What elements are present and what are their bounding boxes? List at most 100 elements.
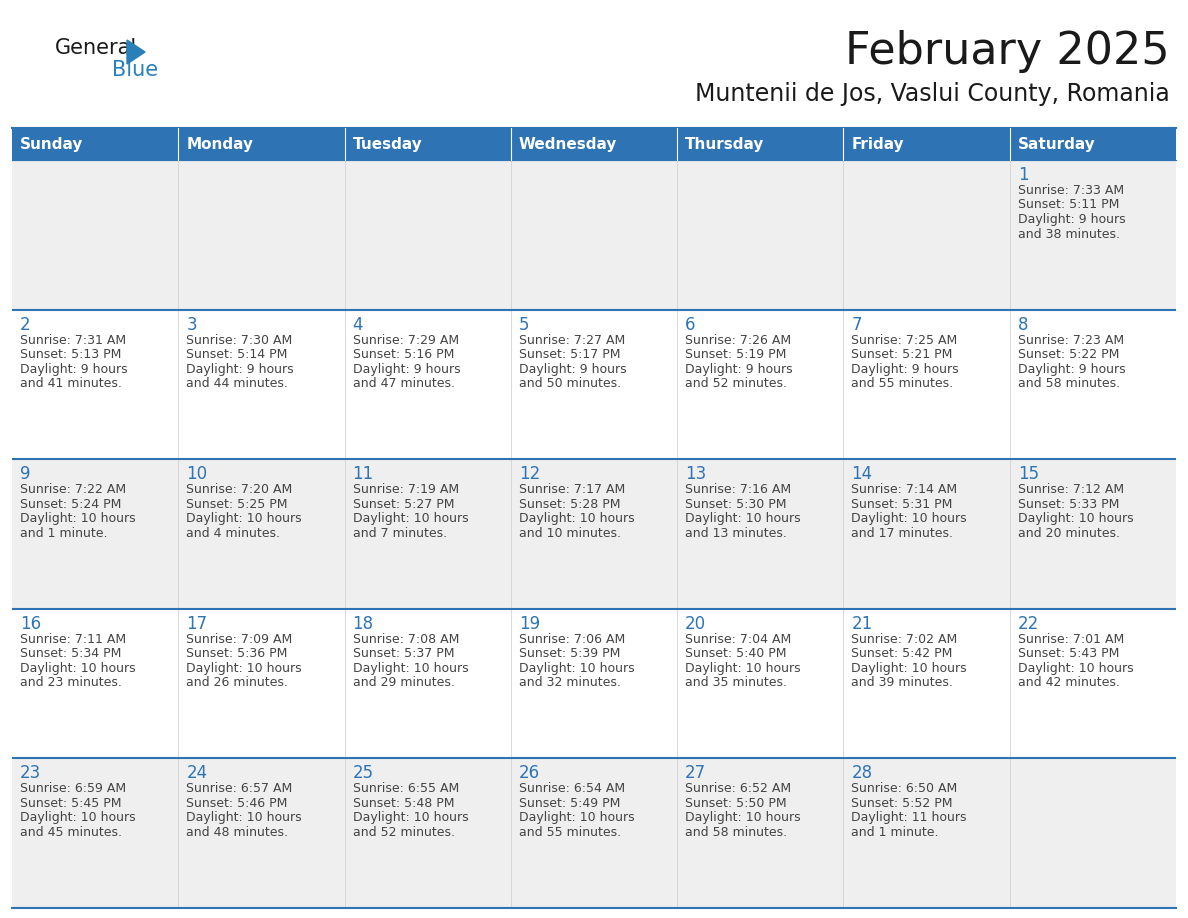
Text: 18: 18 xyxy=(353,615,374,633)
Text: and 4 minutes.: and 4 minutes. xyxy=(187,527,280,540)
Text: Daylight: 10 hours: Daylight: 10 hours xyxy=(353,812,468,824)
Text: and 1 minute.: and 1 minute. xyxy=(852,826,939,839)
Text: Sunset: 5:46 PM: Sunset: 5:46 PM xyxy=(187,797,287,810)
Text: Sunrise: 6:59 AM: Sunrise: 6:59 AM xyxy=(20,782,126,795)
Text: Saturday: Saturday xyxy=(1018,137,1095,151)
Text: 25: 25 xyxy=(353,765,374,782)
Text: Daylight: 10 hours: Daylight: 10 hours xyxy=(187,662,302,675)
Text: Sunset: 5:48 PM: Sunset: 5:48 PM xyxy=(353,797,454,810)
Bar xyxy=(12,160,178,309)
Text: Daylight: 9 hours: Daylight: 9 hours xyxy=(20,363,127,375)
Text: Daylight: 9 hours: Daylight: 9 hours xyxy=(1018,213,1125,226)
Text: Monday: Monday xyxy=(187,137,253,151)
Bar xyxy=(178,309,345,459)
Text: and 10 minutes.: and 10 minutes. xyxy=(519,527,621,540)
Text: and 29 minutes.: and 29 minutes. xyxy=(353,677,455,689)
Text: Daylight: 10 hours: Daylight: 10 hours xyxy=(1018,662,1133,675)
Bar xyxy=(345,459,511,609)
Bar xyxy=(1010,459,1176,609)
Text: 4: 4 xyxy=(353,316,364,333)
Text: and 45 minutes.: and 45 minutes. xyxy=(20,826,122,839)
Text: and 58 minutes.: and 58 minutes. xyxy=(685,826,788,839)
Text: and 41 minutes.: and 41 minutes. xyxy=(20,377,122,390)
Text: Sunset: 5:33 PM: Sunset: 5:33 PM xyxy=(1018,498,1119,510)
Text: Sunset: 5:50 PM: Sunset: 5:50 PM xyxy=(685,797,786,810)
Text: Sunset: 5:42 PM: Sunset: 5:42 PM xyxy=(852,647,953,660)
Text: and 39 minutes.: and 39 minutes. xyxy=(852,677,953,689)
Bar xyxy=(1010,609,1176,758)
Text: 8: 8 xyxy=(1018,316,1029,333)
Text: and 20 minutes.: and 20 minutes. xyxy=(1018,527,1120,540)
Bar xyxy=(345,609,511,758)
Text: Sunrise: 7:04 AM: Sunrise: 7:04 AM xyxy=(685,633,791,645)
Bar xyxy=(1010,160,1176,309)
Text: and 7 minutes.: and 7 minutes. xyxy=(353,527,447,540)
Bar xyxy=(677,758,843,908)
Text: Sunrise: 7:06 AM: Sunrise: 7:06 AM xyxy=(519,633,625,645)
Text: 24: 24 xyxy=(187,765,208,782)
Text: Sunset: 5:24 PM: Sunset: 5:24 PM xyxy=(20,498,121,510)
Text: Sunset: 5:21 PM: Sunset: 5:21 PM xyxy=(852,348,953,361)
Text: and 38 minutes.: and 38 minutes. xyxy=(1018,228,1120,241)
Text: Sunset: 5:36 PM: Sunset: 5:36 PM xyxy=(187,647,287,660)
Text: Daylight: 10 hours: Daylight: 10 hours xyxy=(20,512,135,525)
Text: Daylight: 11 hours: Daylight: 11 hours xyxy=(852,812,967,824)
Text: and 55 minutes.: and 55 minutes. xyxy=(852,377,954,390)
Text: Sunrise: 7:33 AM: Sunrise: 7:33 AM xyxy=(1018,184,1124,197)
Text: and 13 minutes.: and 13 minutes. xyxy=(685,527,786,540)
Text: 9: 9 xyxy=(20,465,31,483)
Bar xyxy=(677,160,843,309)
Bar xyxy=(511,160,677,309)
Text: Sunrise: 6:57 AM: Sunrise: 6:57 AM xyxy=(187,782,292,795)
Text: Daylight: 10 hours: Daylight: 10 hours xyxy=(685,662,801,675)
Text: Sunrise: 7:17 AM: Sunrise: 7:17 AM xyxy=(519,483,625,497)
Text: Daylight: 9 hours: Daylight: 9 hours xyxy=(519,363,626,375)
Bar xyxy=(178,459,345,609)
Text: Sunrise: 7:31 AM: Sunrise: 7:31 AM xyxy=(20,333,126,347)
Bar xyxy=(12,758,178,908)
Bar xyxy=(677,459,843,609)
Text: Daylight: 9 hours: Daylight: 9 hours xyxy=(1018,363,1125,375)
Bar xyxy=(345,758,511,908)
Bar xyxy=(843,758,1010,908)
Text: Sunrise: 7:30 AM: Sunrise: 7:30 AM xyxy=(187,333,292,347)
Text: and 47 minutes.: and 47 minutes. xyxy=(353,377,455,390)
Text: Daylight: 10 hours: Daylight: 10 hours xyxy=(852,662,967,675)
Text: 2: 2 xyxy=(20,316,31,333)
Text: Sunset: 5:27 PM: Sunset: 5:27 PM xyxy=(353,498,454,510)
Text: Sunset: 5:34 PM: Sunset: 5:34 PM xyxy=(20,647,121,660)
Text: Daylight: 9 hours: Daylight: 9 hours xyxy=(852,363,959,375)
Text: Sunrise: 7:20 AM: Sunrise: 7:20 AM xyxy=(187,483,292,497)
Text: 5: 5 xyxy=(519,316,530,333)
Text: Daylight: 10 hours: Daylight: 10 hours xyxy=(187,812,302,824)
Text: and 44 minutes.: and 44 minutes. xyxy=(187,377,289,390)
Bar xyxy=(178,609,345,758)
Bar xyxy=(345,160,511,309)
Text: Sunset: 5:43 PM: Sunset: 5:43 PM xyxy=(1018,647,1119,660)
Bar xyxy=(843,160,1010,309)
Text: 7: 7 xyxy=(852,316,862,333)
Text: General: General xyxy=(55,38,138,58)
Bar xyxy=(843,309,1010,459)
Text: Daylight: 10 hours: Daylight: 10 hours xyxy=(20,662,135,675)
Text: Tuesday: Tuesday xyxy=(353,137,422,151)
Text: Blue: Blue xyxy=(112,60,158,80)
Text: and 52 minutes.: and 52 minutes. xyxy=(685,377,788,390)
Text: Sunrise: 7:22 AM: Sunrise: 7:22 AM xyxy=(20,483,126,497)
Text: 1: 1 xyxy=(1018,166,1029,184)
Text: Daylight: 10 hours: Daylight: 10 hours xyxy=(519,512,634,525)
Text: and 32 minutes.: and 32 minutes. xyxy=(519,677,621,689)
Text: Sunset: 5:37 PM: Sunset: 5:37 PM xyxy=(353,647,454,660)
Text: Thursday: Thursday xyxy=(685,137,765,151)
Text: Sunset: 5:45 PM: Sunset: 5:45 PM xyxy=(20,797,121,810)
Text: Sunset: 5:49 PM: Sunset: 5:49 PM xyxy=(519,797,620,810)
Text: Sunrise: 7:11 AM: Sunrise: 7:11 AM xyxy=(20,633,126,645)
Text: Sunrise: 7:26 AM: Sunrise: 7:26 AM xyxy=(685,333,791,347)
Text: 27: 27 xyxy=(685,765,707,782)
Text: Sunset: 5:40 PM: Sunset: 5:40 PM xyxy=(685,647,786,660)
Text: 13: 13 xyxy=(685,465,707,483)
Text: 16: 16 xyxy=(20,615,42,633)
Text: Friday: Friday xyxy=(852,137,904,151)
Text: Sunrise: 7:16 AM: Sunrise: 7:16 AM xyxy=(685,483,791,497)
Text: and 23 minutes.: and 23 minutes. xyxy=(20,677,122,689)
